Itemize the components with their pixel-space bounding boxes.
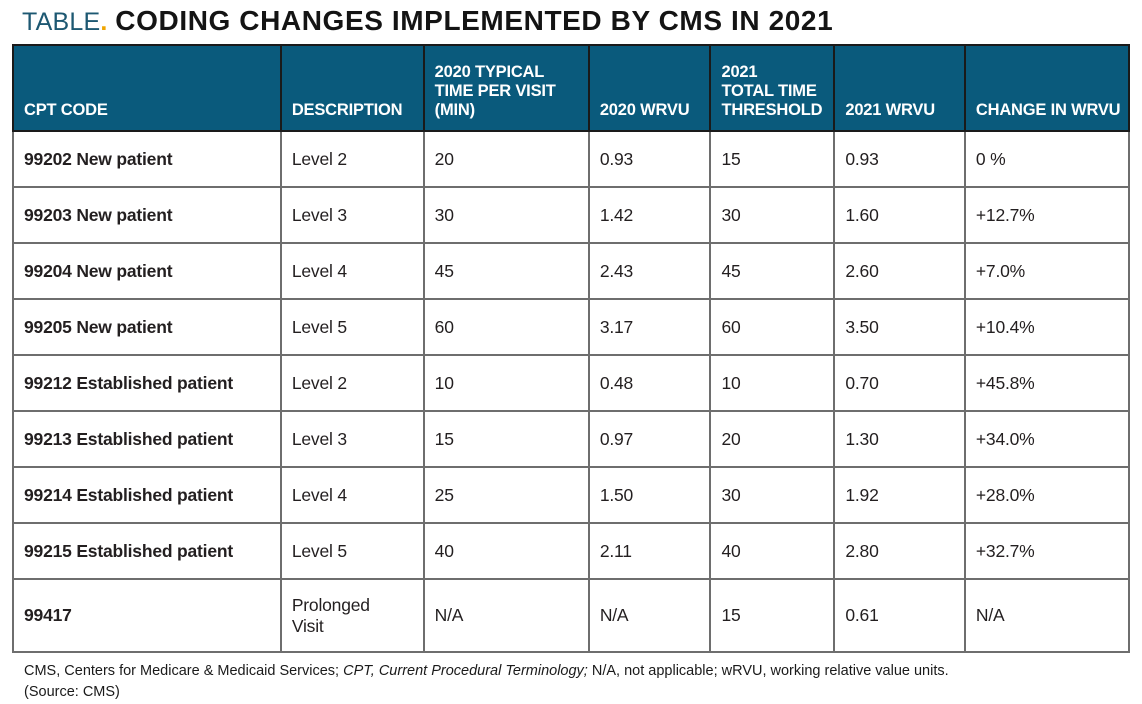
table-cell-2020-wrvu: 1.42 [587,186,712,244]
table-cell-description: Level 3 [279,410,425,468]
table-row: 99205 New patient Level 5 60 3.17 60 3.50 +10.… [12,298,1131,356]
table-cell-2021-total-time-threshold: 15 [709,130,836,188]
table-cell-change-in-wrvu: +10.4% [963,298,1131,356]
table-row: 99417 Prolonged Visit N/A N/A 15 0.61 N/A [12,578,1131,653]
table-cell-description: Level 2 [279,130,425,188]
table-title: TABLE. CODING CHANGES IMPLEMENTED BY CMS … [0,0,1142,44]
table-cell-change-in-wrvu: +32.7% [963,522,1131,580]
coding-changes-table: CPT CODE DESCRIPTION 2020 TYPICAL TIME PER… [12,44,1131,653]
footnote-source: (Source: CMS) [24,684,120,701]
table-cell-description: Level 3 [279,186,425,244]
table-header: CPT CODE DESCRIPTION 2020 TYPICAL TIME PER… [12,44,1131,132]
table-cell-2020-wrvu: 2.43 [587,242,712,300]
table-cell-2021-wrvu: 0.93 [833,130,966,188]
table-cell-2021-wrvu: 2.80 [833,522,966,580]
table-cell-2021-total-time-threshold: 40 [709,522,836,580]
table-row: 99214 Established patient Level 4 25 1.50 30… [12,466,1131,524]
table-cell-cpt-code: 99202 New patient [12,130,282,188]
table-cell-2020-wrvu: 2.11 [587,522,712,580]
table-cell-cpt-code: 99417 [12,578,282,653]
table-cell-2020-wrvu: 0.48 [587,354,712,412]
table-cell-2020-wrvu: N/A [587,578,712,653]
table-cell-change-in-wrvu: +12.7% [963,186,1131,244]
column-header-2020-typical-time: 2020 TYPICAL TIME PER VISIT (MIN) [422,44,590,132]
table-row: 99204 New patient Level 4 45 2.43 45 2.60 +7.0… [12,242,1131,300]
footnote-line-1: CMS, Centers for Medicare & Medicaid Ser… [24,661,1130,682]
table-cell-cpt-code: 99215 Established patient [12,522,282,580]
table-cell-change-in-wrvu: +34.0% [963,410,1131,468]
table-cell-description: Prolonged Visit [279,578,425,653]
table-cell-2020-wrvu: 0.93 [587,130,712,188]
column-header-2020-wrvu: 2020 WRVU [587,44,712,132]
table-cell-cpt-code: 99214 Established patient [12,466,282,524]
table-cell-2020-wrvu: 1.50 [587,466,712,524]
table-cell-change-in-wrvu: N/A [963,578,1131,653]
table-cell-description: Level 4 [279,242,425,300]
table-cell-cpt-code: 99203 New patient [12,186,282,244]
table-cell-2020-typical-time: 25 [422,466,590,524]
table-body: 99202 New patient Level 2 20 0.93 15 0.93 0 % 9… [12,130,1131,653]
table-cell-2021-wrvu: 0.61 [833,578,966,653]
table-cell-2021-total-time-threshold: 10 [709,354,836,412]
table-title-text: CODING CHANGES IMPLEMENTED BY CMS IN 202… [115,5,834,36]
table-row: 99202 New patient Level 2 20 0.93 15 0.93 0 % [12,130,1131,188]
footnote-abbrev-rest: N/A, not applicable; wRVU, working relat… [587,663,949,679]
table-cell-2020-typical-time: 45 [422,242,590,300]
table-cell-2020-typical-time: 15 [422,410,590,468]
table-cell-cpt-code: 99204 New patient [12,242,282,300]
table-row: 99213 Established patient Level 3 15 0.97 20… [12,410,1131,468]
footnote-abbrev-cms: CMS, Centers for Medicare & Medicaid Ser… [24,663,344,679]
table-cell-2021-wrvu: 0.70 [833,354,966,412]
column-header-description: DESCRIPTION [279,44,425,132]
table-cell-2021-total-time-threshold: 30 [709,186,836,244]
table-cell-2020-wrvu: 3.17 [587,298,712,356]
table-cell-2021-wrvu: 2.60 [833,242,966,300]
table-cell-cpt-code: 99213 Established patient [12,410,282,468]
table-cell-2020-typical-time: 30 [422,186,590,244]
table-cell-description: Level 5 [279,522,425,580]
table-title-prefix: TABLE [22,8,101,36]
table-cell-2021-total-time-threshold: 30 [709,466,836,524]
table-title-dot: . [100,8,108,36]
table-cell-2021-wrvu: 1.92 [833,466,966,524]
table-cell-cpt-code: 99212 Established patient [12,354,282,412]
table-cell-2021-total-time-threshold: 20 [709,410,836,468]
footnote-abbrev-cpt: CPT, Current Procedural Terminology; [343,663,588,679]
column-header-2021-wrvu: 2021 WRVU [833,44,966,132]
table-cell-2020-typical-time: 40 [422,522,590,580]
table-cell-2020-wrvu: 0.97 [587,410,712,468]
table-cell-description: Level 5 [279,298,425,356]
table-cell-change-in-wrvu: 0 % [963,130,1131,188]
table-cell-2020-typical-time: 10 [422,354,590,412]
table-row: 99212 Established patient Level 2 10 0.48 10… [12,354,1131,412]
table-header-row: CPT CODE DESCRIPTION 2020 TYPICAL TIME PER… [12,44,1131,132]
footnote: CMS, Centers for Medicare & Medicaid Ser… [24,661,1130,703]
table-cell-change-in-wrvu: +45.8% [963,354,1131,412]
table-row: 99203 New patient Level 3 30 1.42 30 1.60 +12.… [12,186,1131,244]
table-cell-change-in-wrvu: +28.0% [963,466,1131,524]
table-cell-change-in-wrvu: +7.0% [963,242,1131,300]
table-cell-2021-wrvu: 1.30 [833,410,966,468]
table-cell-description: Level 2 [279,354,425,412]
table-cell-cpt-code: 99205 New patient [12,298,282,356]
table-cell-description: Level 4 [279,466,425,524]
column-header-cpt-code: CPT CODE [12,44,282,132]
table-row: 99215 Established patient Level 5 40 2.11 40… [12,522,1131,580]
table-cell-2020-typical-time: N/A [422,578,590,653]
table-cell-2020-typical-time: 20 [422,130,590,188]
table-cell-2021-total-time-threshold: 15 [709,578,836,653]
table-cell-2021-wrvu: 1.60 [833,186,966,244]
table-cell-2021-total-time-threshold: 60 [709,298,836,356]
column-header-change-in-wrvu: CHANGE IN WRVU [963,44,1131,132]
column-header-2021-total-time-threshold: 2021 TOTAL TIME THRESHOLD [709,44,836,132]
table-cell-2021-total-time-threshold: 45 [709,242,836,300]
table-cell-2020-typical-time: 60 [422,298,590,356]
table-cell-2021-wrvu: 3.50 [833,298,966,356]
